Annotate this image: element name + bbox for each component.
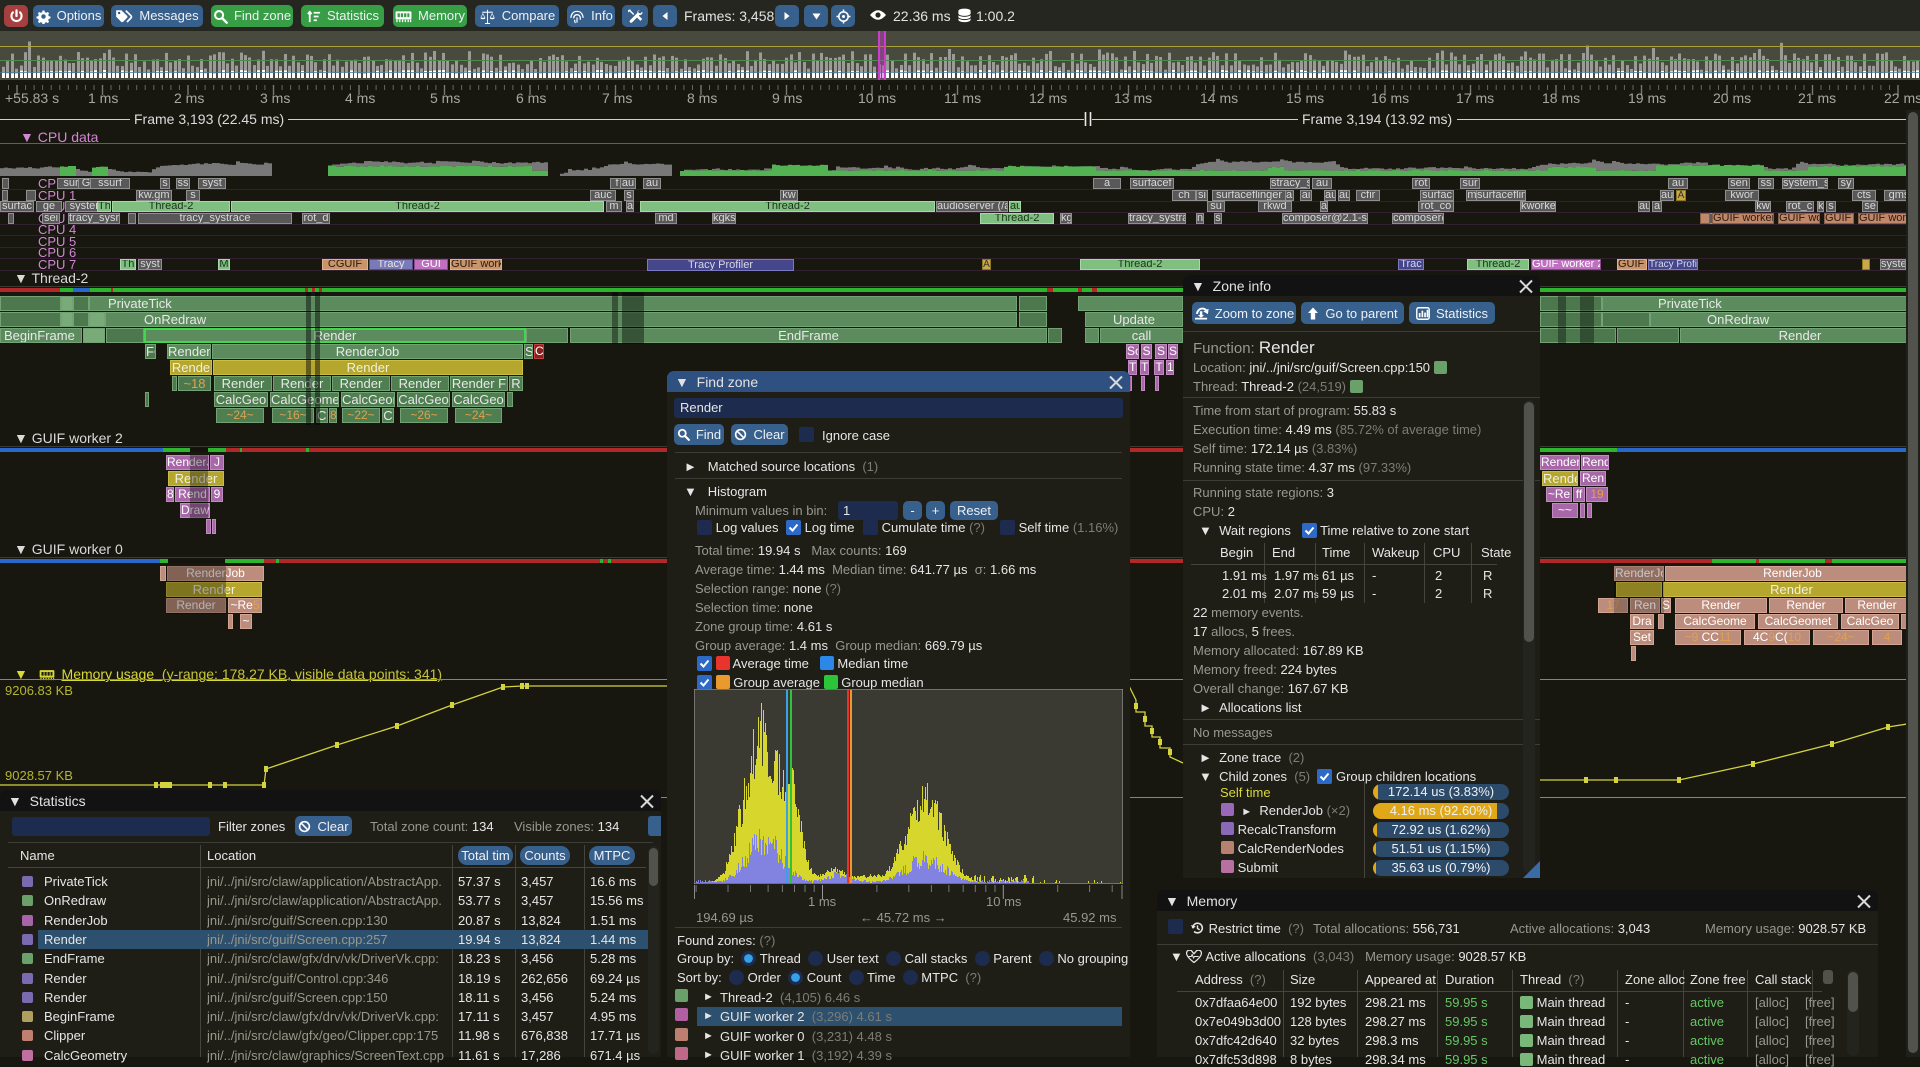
- svg-text:15 ms: 15 ms: [1286, 90, 1324, 106]
- svg-text:17 ms: 17 ms: [1456, 90, 1494, 106]
- svg-text:20 ms: 20 ms: [1713, 90, 1751, 106]
- svg-text:7 ms: 7 ms: [602, 90, 632, 106]
- svg-text:9 ms: 9 ms: [772, 90, 802, 106]
- svg-text:4 ms: 4 ms: [345, 90, 375, 106]
- svg-text:16 ms: 16 ms: [1371, 90, 1409, 106]
- svg-text:21 ms: 21 ms: [1798, 90, 1836, 106]
- svg-text:6 ms: 6 ms: [516, 90, 546, 106]
- svg-text:22 ms: 22 ms: [1884, 90, 1920, 106]
- svg-text:11 ms: 11 ms: [944, 90, 981, 106]
- svg-text:Frame 3,193 (22.45 ms): Frame 3,193 (22.45 ms): [134, 111, 284, 127]
- svg-text:18 ms: 18 ms: [1542, 90, 1580, 106]
- svg-text:19 ms: 19 ms: [1628, 90, 1666, 106]
- svg-text:3 ms: 3 ms: [260, 90, 290, 106]
- svg-text:2 ms: 2 ms: [174, 90, 204, 106]
- svg-text:8 ms: 8 ms: [687, 90, 717, 106]
- svg-text:12 ms: 12 ms: [1029, 90, 1067, 106]
- svg-text:10 ms: 10 ms: [858, 90, 896, 106]
- svg-text:1 ms: 1 ms: [88, 90, 118, 106]
- svg-text:+55.83 s: +55.83 s: [5, 90, 59, 106]
- svg-text:14 ms: 14 ms: [1200, 90, 1238, 106]
- svg-text:Frame 3,194 (13.92 ms): Frame 3,194 (13.92 ms): [1302, 111, 1452, 127]
- svg-text:5 ms: 5 ms: [430, 90, 460, 106]
- svg-text:13 ms: 13 ms: [1114, 90, 1152, 106]
